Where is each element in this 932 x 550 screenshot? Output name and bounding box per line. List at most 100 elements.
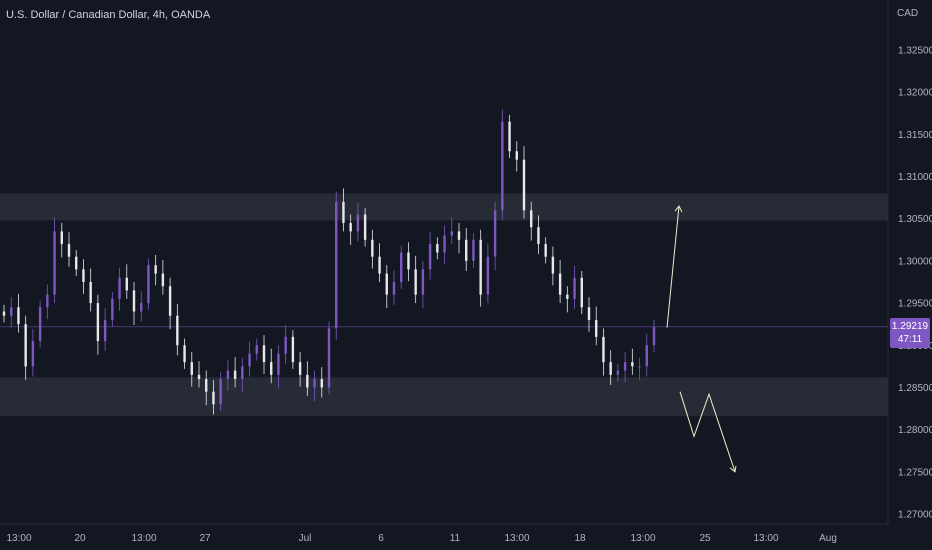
candle-body <box>472 239 475 261</box>
candle-body <box>414 269 417 295</box>
candle-body <box>400 252 403 282</box>
candle <box>472 233 475 268</box>
candle-body <box>645 345 648 367</box>
candle-body <box>67 244 71 257</box>
candle <box>248 341 251 377</box>
candle-body <box>501 121 504 211</box>
candle-body <box>428 244 432 270</box>
candle <box>176 303 179 356</box>
candle <box>197 361 201 388</box>
candle <box>378 243 381 282</box>
candle-body <box>197 374 201 380</box>
candle-body <box>147 265 150 304</box>
candle <box>298 352 302 387</box>
candle-body <box>573 277 576 299</box>
candle <box>363 207 367 247</box>
candle-body <box>241 366 244 380</box>
candle-body <box>638 366 641 368</box>
candle-body <box>233 370 237 380</box>
candle-body <box>450 231 453 236</box>
y-tick-label: 1.28000 <box>898 425 932 436</box>
candle-body <box>10 307 13 316</box>
candle <box>537 215 540 255</box>
candle <box>587 297 591 332</box>
y-tick-label: 1.29500 <box>898 299 932 310</box>
candle <box>103 308 107 352</box>
x-tick-label: Aug <box>819 533 837 544</box>
candle <box>486 243 490 304</box>
candle <box>219 372 222 412</box>
candle-body <box>544 244 547 257</box>
candle <box>530 201 533 241</box>
candle <box>154 255 157 286</box>
x-tick-label: 13:00 <box>630 533 655 544</box>
candle-body <box>154 265 157 274</box>
candle-body <box>327 328 331 388</box>
candle <box>320 367 323 398</box>
projection-up-line <box>666 206 680 328</box>
candle <box>313 370 316 401</box>
y-tick-label: 1.31000 <box>898 172 932 183</box>
candle-body <box>89 282 92 304</box>
candle <box>631 348 634 375</box>
x-tick-label: 18 <box>574 533 586 544</box>
y-tick-label: 1.30000 <box>898 256 932 267</box>
candle <box>262 335 266 374</box>
candle-body <box>652 326 656 346</box>
projection-up-arrowhead <box>674 205 683 213</box>
x-tick-label: 20 <box>74 533 86 544</box>
candle-body <box>38 307 42 342</box>
chart-title: U.S. Dollar / Canadian Dollar, 4h, OANDA <box>6 9 211 21</box>
candle <box>443 225 446 265</box>
candle <box>38 300 42 348</box>
candle-body <box>176 315 179 346</box>
candle <box>544 237 547 264</box>
candle <box>226 360 230 391</box>
candle <box>53 217 56 304</box>
candle <box>558 260 562 304</box>
candle-body <box>46 294 49 308</box>
y-tick-label: 1.28500 <box>898 383 932 394</box>
candle-body <box>17 307 20 325</box>
candle <box>407 242 410 282</box>
candle <box>270 348 273 384</box>
candle <box>501 109 504 221</box>
candle <box>652 319 656 353</box>
candle-body <box>443 235 446 253</box>
candle-body <box>522 159 526 211</box>
candle-body <box>248 353 251 367</box>
countdown-timer: 47:11 <box>897 334 923 345</box>
candle <box>2 304 6 323</box>
candle-body <box>558 273 562 295</box>
candle <box>566 286 569 313</box>
candle-body <box>96 303 100 342</box>
candle-body <box>118 277 121 299</box>
y-tick-label: 1.27000 <box>898 510 932 521</box>
candle <box>111 292 114 327</box>
candle-body <box>493 210 497 257</box>
candle-body <box>75 256 78 270</box>
candle <box>515 141 518 172</box>
candle-body <box>298 362 302 375</box>
candle-body <box>291 336 295 363</box>
candle <box>638 357 641 380</box>
last-price-badge: 1.29219 47:11 <box>890 318 930 348</box>
candle <box>428 232 432 280</box>
candle-body <box>587 307 591 320</box>
candle <box>291 330 295 369</box>
candle <box>573 265 576 309</box>
candle-body <box>580 277 583 308</box>
candle-body <box>342 201 345 223</box>
candle-body <box>349 222 352 232</box>
candle <box>551 246 555 286</box>
candle-body <box>168 286 172 316</box>
candle-body <box>313 379 316 388</box>
x-tick-label: 13:00 <box>504 533 529 544</box>
projection-down-arrowhead <box>729 465 737 473</box>
candle <box>327 321 331 395</box>
candle-body <box>183 345 186 363</box>
candle <box>602 328 605 376</box>
candle <box>306 361 309 396</box>
